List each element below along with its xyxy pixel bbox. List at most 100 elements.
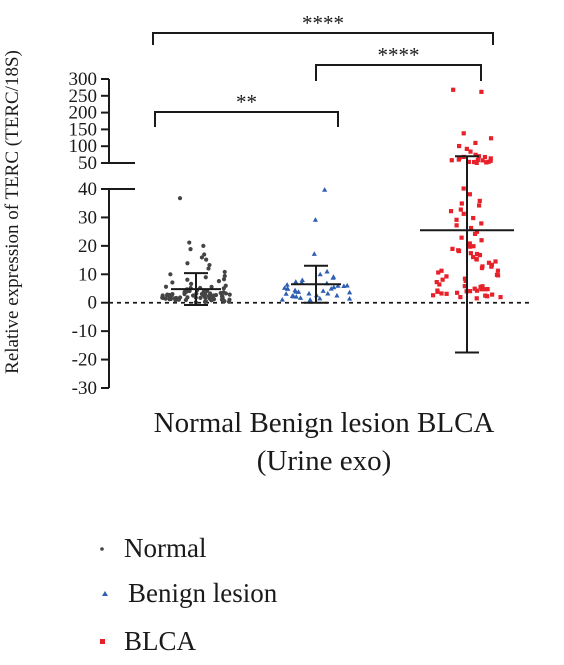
data-point-blca — [454, 223, 459, 228]
data-point-benign-lesion — [346, 296, 353, 301]
legend: Normal Benign lesion BLCA — [100, 533, 278, 656]
data-point-blca — [461, 131, 466, 136]
data-point-benign-lesion — [290, 293, 297, 299]
data-point-benign-lesion — [297, 295, 304, 300]
data-point-normal — [221, 286, 226, 291]
data-point-normal — [188, 247, 193, 252]
data-point-blca — [439, 268, 444, 273]
y-tick-label: 20 — [78, 236, 97, 257]
data-point-benign-lesion — [325, 290, 331, 296]
y-tick-label: 200 — [69, 103, 98, 124]
data-point-blca — [450, 246, 455, 251]
data-point-blca — [440, 277, 445, 282]
data-point-blca — [458, 295, 463, 300]
y-tick-label: -10 — [72, 321, 97, 342]
data-point-blca — [468, 149, 473, 154]
legend-label: Benign lesion — [128, 578, 278, 608]
data-point-normal — [198, 295, 203, 300]
y-tick-label: 0 — [88, 293, 98, 314]
y-tick-label: 100 — [69, 136, 98, 157]
y-tick-label: 300 — [69, 69, 98, 90]
x-tick-label-benign-lesion: Benign lesion — [249, 407, 410, 439]
data-point-benign-lesion — [307, 298, 313, 303]
data-point-blca — [461, 186, 466, 191]
data-point-normal — [216, 279, 222, 284]
data-point-normal — [218, 290, 223, 296]
data-point-normal — [177, 196, 183, 201]
data-point-benign-lesion — [322, 187, 328, 192]
y-tick-label: -20 — [72, 350, 97, 371]
significance-brackets: ********** — [152, 11, 494, 127]
data-point-benign-lesion — [293, 279, 299, 284]
data-point-blca — [456, 157, 461, 162]
data-point-benign-lesion — [317, 271, 323, 277]
data-point-blca — [444, 291, 449, 296]
data-point-benign-lesion — [331, 284, 337, 290]
data-point-blca — [479, 221, 484, 226]
data-point-normal — [187, 240, 192, 245]
data-point-normal — [168, 272, 173, 277]
data-point-blca — [467, 192, 472, 197]
data-point-blca — [474, 296, 479, 301]
data-point-blca — [479, 89, 484, 94]
data-point-blca — [431, 293, 436, 298]
data-point-benign-lesion — [285, 286, 291, 291]
data-point-blca — [459, 201, 464, 206]
x-category-labels: Normal Benign lesion BLCA — [154, 407, 495, 439]
legend-marker-dot — [100, 547, 104, 551]
data-point-blca — [439, 291, 444, 296]
data-point-blca — [472, 231, 478, 236]
data-point-benign-lesion — [335, 283, 341, 288]
x-tick-label-normal: Normal — [154, 407, 243, 439]
legend-label: Normal — [124, 533, 206, 563]
data-point-normal — [190, 293, 196, 298]
data-point-blca — [476, 203, 482, 208]
data-point-blca — [471, 159, 477, 165]
data-point-normal — [201, 243, 206, 249]
data-point-normal — [163, 284, 169, 289]
data-point-blca — [474, 257, 479, 262]
data-point-normal — [207, 262, 212, 268]
data-point-blca — [468, 244, 473, 249]
data-point-benign-lesion — [311, 251, 317, 256]
data-point-blca — [434, 279, 439, 285]
data-point-blca — [477, 252, 483, 258]
data-point-blca — [458, 207, 463, 212]
data-point-blca — [451, 87, 456, 92]
data-point-blca — [464, 146, 469, 151]
data-point-normal — [203, 295, 208, 301]
data-point-blca — [473, 152, 478, 157]
significance-bracket — [315, 64, 482, 81]
data-point-blca — [466, 159, 471, 165]
data-point-normal — [202, 252, 207, 257]
data-point-normal — [222, 298, 227, 304]
data-point-blca — [471, 215, 476, 221]
data-point-blca — [468, 251, 473, 256]
significance-label: **** — [378, 43, 420, 67]
data-point-blca — [479, 265, 485, 271]
data-point-normal — [203, 275, 208, 280]
data-point-blca — [495, 273, 501, 278]
y-tick-label: 150 — [69, 119, 98, 140]
data-point-blca — [444, 274, 449, 279]
data-point-blca — [493, 259, 498, 264]
data-point-blca — [477, 198, 482, 203]
data-point-blca — [486, 159, 491, 164]
data-point-blca — [472, 286, 477, 291]
data-point-benign-lesion — [328, 285, 334, 291]
data-point-blca — [454, 217, 459, 222]
data-point-benign-lesion — [317, 295, 323, 301]
data-point-benign-lesion — [306, 290, 312, 296]
data-point-normal — [203, 299, 208, 304]
data-point-blca — [495, 268, 501, 273]
data-point-blca — [437, 282, 442, 287]
data-point-normal — [170, 280, 175, 285]
data-point-normal — [222, 273, 227, 279]
significance-bracket — [154, 111, 339, 127]
data-point-blca — [454, 290, 460, 295]
significance-bracket — [152, 32, 494, 45]
y-tick-label: 250 — [69, 86, 98, 107]
y-tick-label: 10 — [78, 264, 97, 285]
